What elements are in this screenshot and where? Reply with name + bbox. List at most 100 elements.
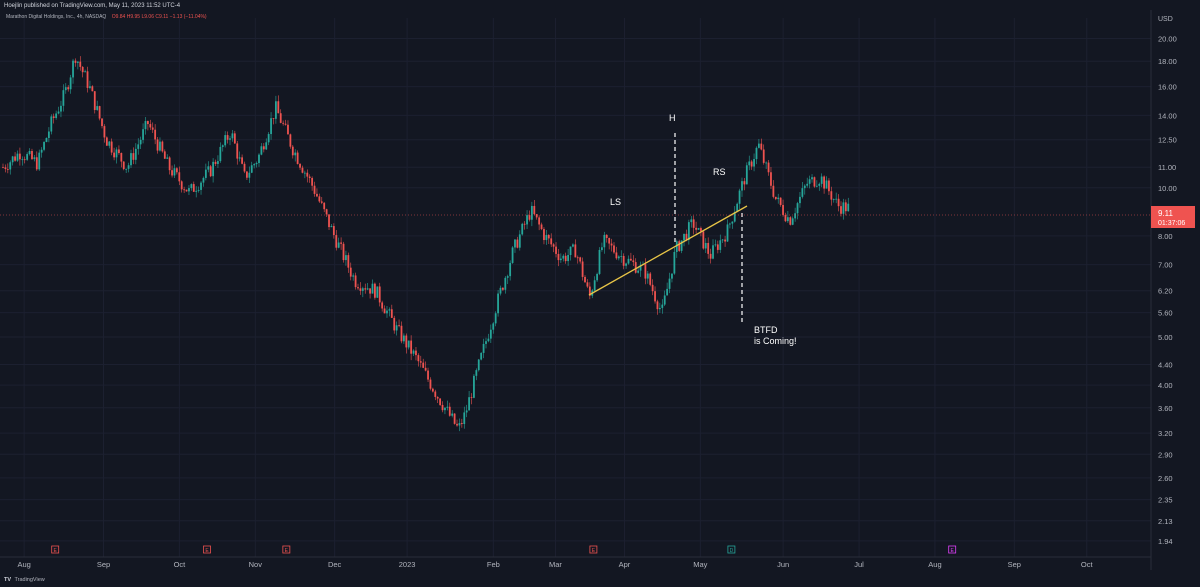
- candle-body: [806, 183, 809, 186]
- symbol-name[interactable]: Marathon Digital Holdings, Inc., 4h, NAS…: [6, 14, 107, 20]
- candle-body: [231, 133, 234, 139]
- candle-body: [446, 406, 449, 408]
- brand-footer[interactable]: TV TradingView: [4, 575, 45, 585]
- candle-body: [330, 226, 333, 228]
- candle-body: [4, 167, 7, 170]
- candle-body: [154, 129, 157, 140]
- candle-body: [434, 391, 437, 397]
- candle-body: [487, 338, 490, 342]
- y-tick-label: 2.35: [1158, 496, 1173, 505]
- symbol-legend: Marathon Digital Holdings, Inc., 4h, NAS…: [6, 12, 207, 22]
- candle-body: [649, 273, 652, 285]
- candle-body: [352, 275, 355, 277]
- candle-body: [530, 205, 533, 220]
- event-marker-label: E: [205, 548, 209, 554]
- candle-body: [622, 256, 625, 266]
- candle-body: [212, 161, 215, 177]
- candle-body: [516, 239, 519, 248]
- candle-body: [84, 71, 87, 73]
- candle-body: [262, 146, 265, 150]
- candle-body: [726, 224, 729, 242]
- candle-body: [473, 375, 475, 398]
- candle-body: [504, 277, 507, 290]
- x-tick-label: Sep: [1008, 560, 1021, 569]
- candle-body: [151, 127, 154, 130]
- candle-body: [393, 317, 396, 331]
- candle-body: [86, 71, 89, 88]
- candle-body: [255, 163, 258, 165]
- event-marker[interactable]: [51, 545, 60, 554]
- y-tick-label: 2.60: [1158, 474, 1173, 483]
- candle-body: [511, 247, 514, 263]
- candle-body: [770, 172, 772, 186]
- candle-body: [569, 246, 572, 256]
- event-marker-label: D: [730, 548, 734, 554]
- y-tick-label: 10.00: [1158, 184, 1177, 193]
- x-tick-label: May: [693, 560, 707, 569]
- candle-body: [557, 253, 560, 261]
- candle-body: [767, 162, 770, 173]
- candle-body: [562, 255, 565, 259]
- candle-body: [576, 257, 579, 259]
- candle-body: [559, 258, 562, 261]
- candle-body: [110, 141, 113, 153]
- candle-body: [830, 191, 833, 200]
- candle-body: [26, 154, 29, 160]
- candle-body: [163, 151, 166, 159]
- candle-body: [354, 275, 357, 288]
- last-price-value: 9.11: [1158, 209, 1174, 218]
- candle-body: [789, 217, 792, 225]
- candle-body: [697, 228, 700, 230]
- candle-body: [183, 189, 186, 191]
- candle-body: [130, 153, 132, 166]
- candle-body: [6, 169, 9, 170]
- candle-body: [335, 235, 338, 248]
- event-marker[interactable]: [282, 545, 291, 554]
- candle-body: [67, 87, 70, 90]
- candle-body: [188, 188, 190, 192]
- currency-label: USD: [1158, 16, 1173, 23]
- candle-body: [93, 91, 96, 110]
- candle-body: [567, 255, 570, 262]
- candle-body: [238, 157, 241, 159]
- candle-body: [453, 413, 456, 424]
- event-marker[interactable]: [948, 545, 957, 554]
- x-tick-label: Nov: [249, 560, 263, 569]
- candle-body: [736, 203, 739, 213]
- candle-body: [844, 202, 847, 212]
- candle-body: [226, 135, 229, 140]
- drawings: [0, 133, 1151, 325]
- candle-body: [639, 264, 642, 271]
- candle-body: [171, 170, 173, 176]
- candle-body: [272, 118, 275, 119]
- candle-body: [772, 185, 775, 197]
- candles: [2, 56, 850, 432]
- candle-body: [383, 308, 386, 314]
- candle-body: [646, 273, 649, 279]
- candle-body: [159, 141, 161, 151]
- candle-body: [9, 162, 12, 170]
- candle-body: [492, 323, 495, 330]
- candle-body: [149, 124, 152, 128]
- candle-body: [690, 219, 693, 223]
- candle-body: [161, 141, 164, 152]
- candle-body: [687, 222, 690, 240]
- candle-body: [76, 61, 79, 63]
- neckline-trendline[interactable]: [588, 205, 748, 296]
- candle-body: [175, 168, 178, 173]
- event-marker[interactable]: [589, 545, 598, 554]
- candle-body: [627, 258, 630, 264]
- candle-body: [325, 209, 328, 215]
- candle-body: [11, 156, 14, 163]
- candle-body: [680, 240, 683, 251]
- x-tick-label: 2023: [399, 560, 416, 569]
- event-marker[interactable]: [203, 545, 211, 554]
- candle-body: [431, 388, 434, 392]
- candle-body: [799, 196, 801, 204]
- event-marker[interactable]: [727, 545, 736, 554]
- candle-body: [16, 153, 19, 161]
- candle-body: [108, 141, 111, 146]
- y-tick-label: 5.00: [1158, 333, 1173, 342]
- candle-body: [733, 212, 736, 222]
